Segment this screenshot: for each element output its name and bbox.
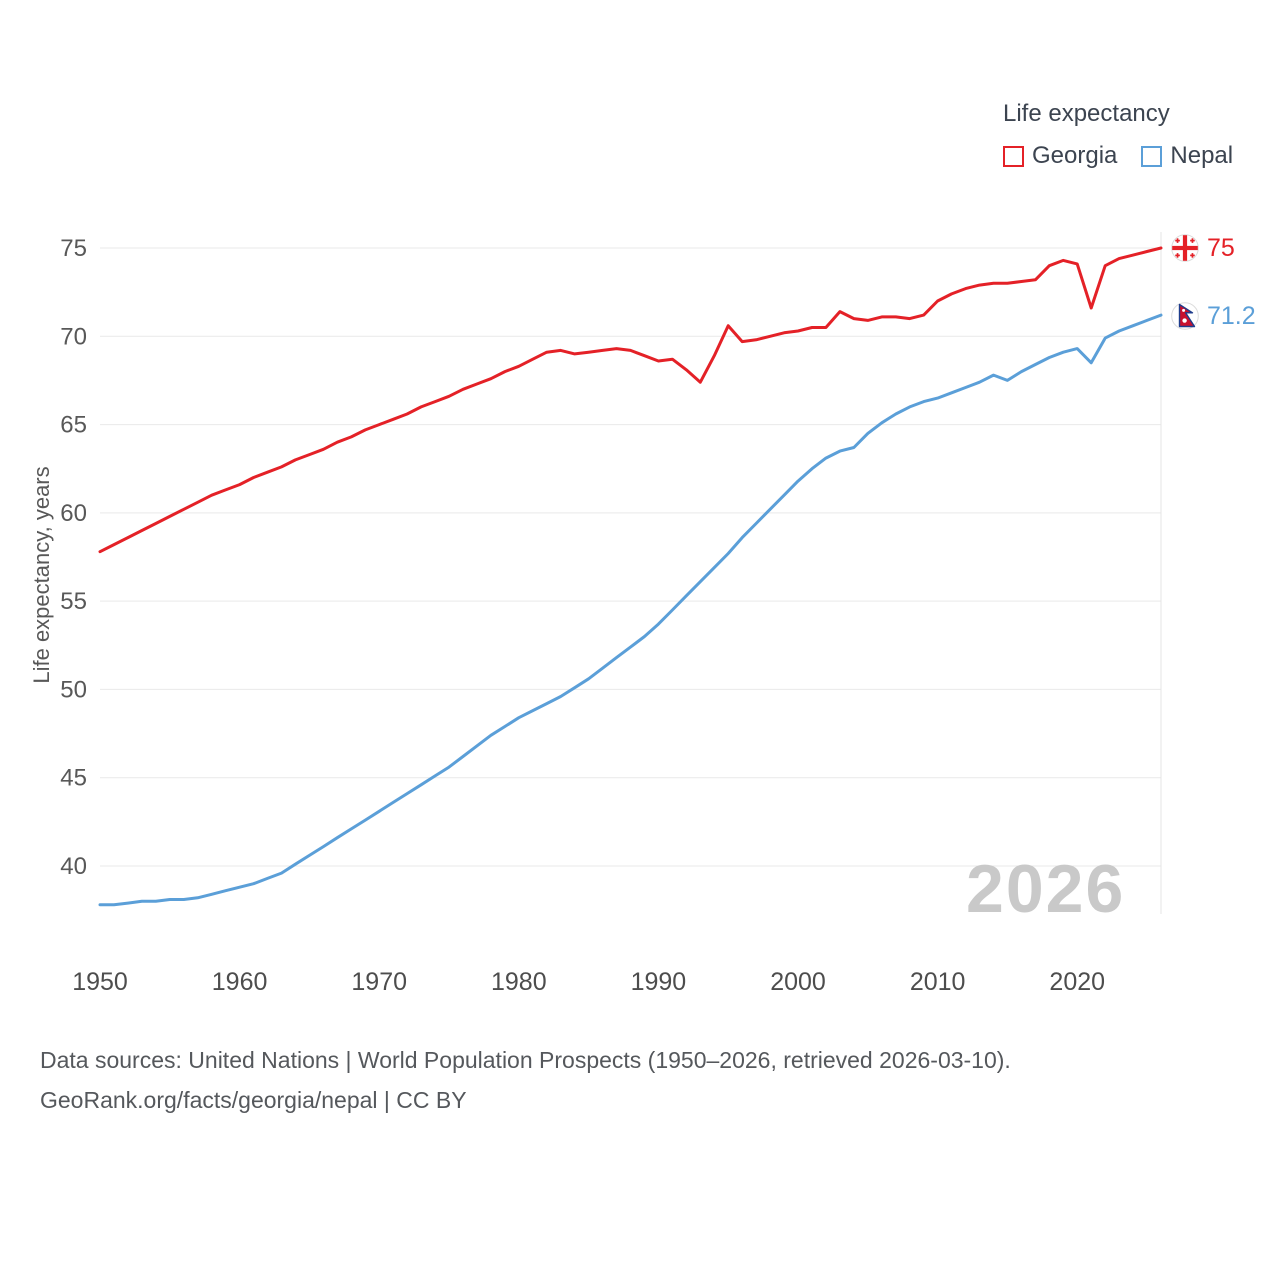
legend-label-georgia: Georgia xyxy=(1032,142,1118,169)
legend-title: Life expectancy xyxy=(1003,100,1170,127)
nepal-end-value: 71.2 xyxy=(1207,301,1256,330)
series-line-georgia[interactable] xyxy=(98,246,1163,554)
x-tick-label: 1980 xyxy=(491,968,547,996)
legend-item-georgia[interactable]: Georgia xyxy=(1003,142,1117,170)
georgia-flag-icon xyxy=(1171,234,1199,262)
x-tick-label: 2010 xyxy=(910,968,966,996)
y-tick-label: 75 xyxy=(60,235,87,262)
y-tick-label: 50 xyxy=(60,676,87,703)
georgia-end-marker: 75 xyxy=(1171,233,1235,263)
legend-label-nepal: Nepal xyxy=(1170,142,1234,169)
y-tick-label: 70 xyxy=(60,323,87,350)
footer: Data sources: United Nations | World Pop… xyxy=(40,1040,1011,1120)
footer-line-sources: Data sources: United Nations | World Pop… xyxy=(40,1047,1011,1073)
x-tick-label: 2020 xyxy=(1049,968,1105,996)
y-tick-label: 60 xyxy=(60,500,87,527)
x-tick-label: 1950 xyxy=(72,968,128,996)
footer-line-attribution[interactable]: GeoRank.org/facts/georgia/nepal | CC BY xyxy=(40,1087,467,1113)
x-tick-label: 2000 xyxy=(770,968,826,996)
x-tick-label: 1970 xyxy=(351,968,407,996)
y-tick-label: 55 xyxy=(60,588,87,615)
y-tick-label: 45 xyxy=(60,765,87,792)
y-tick-label: 40 xyxy=(60,853,87,880)
y-tick-label: 65 xyxy=(60,412,87,439)
watermark-year: 2026 xyxy=(966,851,1126,927)
legend: Life expectancy Georgia Nepal xyxy=(1003,100,1233,170)
x-tick-label: 1990 xyxy=(631,968,687,996)
nepal-flag-icon xyxy=(1171,302,1199,330)
georgia-swatch xyxy=(1003,145,1024,167)
georgia-end-value: 75 xyxy=(1207,233,1235,262)
nepal-end-marker: 71.2 xyxy=(1171,301,1256,331)
legend-items: Georgia Nepal xyxy=(1003,142,1233,170)
x-tick-label: 1960 xyxy=(212,968,268,996)
series-line-nepal[interactable] xyxy=(98,313,1163,907)
nepal-swatch xyxy=(1141,145,1163,167)
legend-item-nepal[interactable]: Nepal xyxy=(1141,142,1233,170)
